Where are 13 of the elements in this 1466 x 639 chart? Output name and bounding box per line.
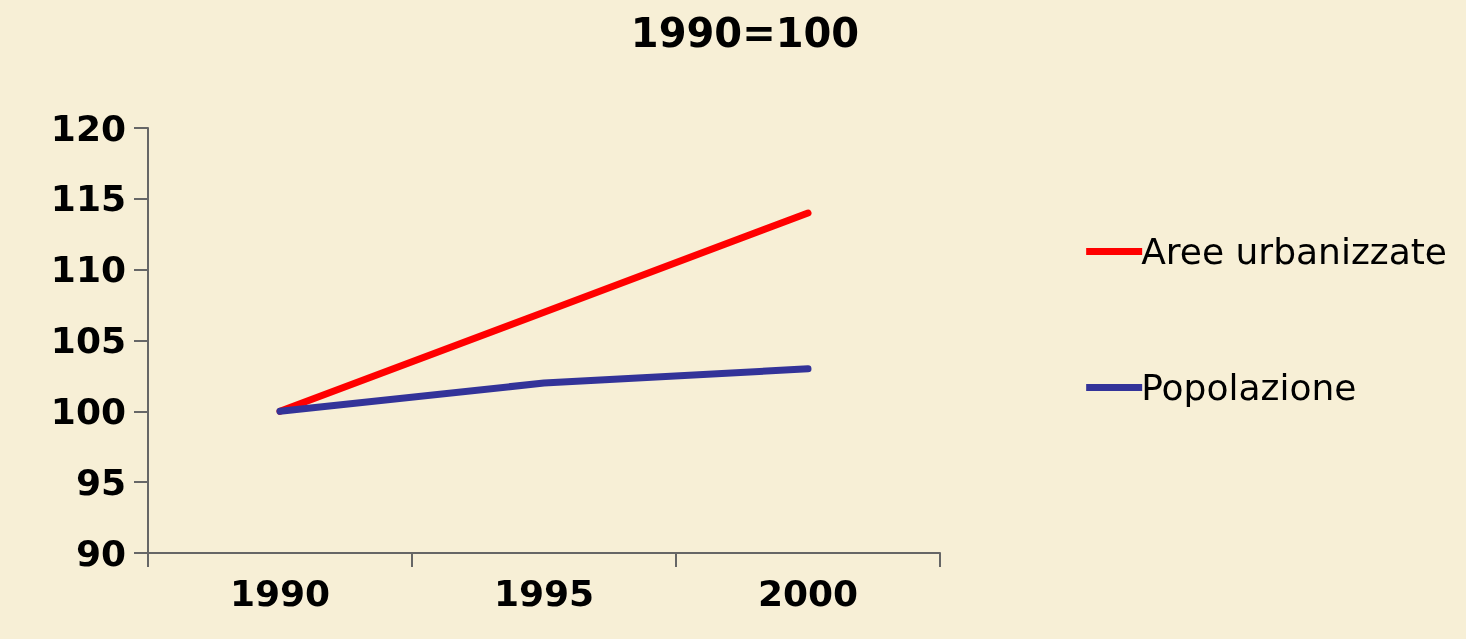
y-tick-label: 105 [50, 320, 126, 361]
y-tick-label: 115 [50, 178, 126, 220]
legend-label: Aree urbanizzate [1141, 231, 1447, 272]
chart-title: 1990=100 [630, 10, 860, 56]
y-tick-label: 120 [50, 107, 126, 149]
x-tick-label: 1995 [493, 572, 595, 614]
y-tick-label: 95 [75, 461, 126, 503]
y-tick-label: 100 [50, 390, 126, 432]
y-tick-label: 90 [75, 532, 126, 574]
y-tick-label: 110 [50, 249, 126, 291]
x-tick-label: 2000 [757, 572, 859, 614]
x-tick-label: 1990 [229, 572, 331, 614]
legend-label: Popolazione [1141, 367, 1357, 408]
